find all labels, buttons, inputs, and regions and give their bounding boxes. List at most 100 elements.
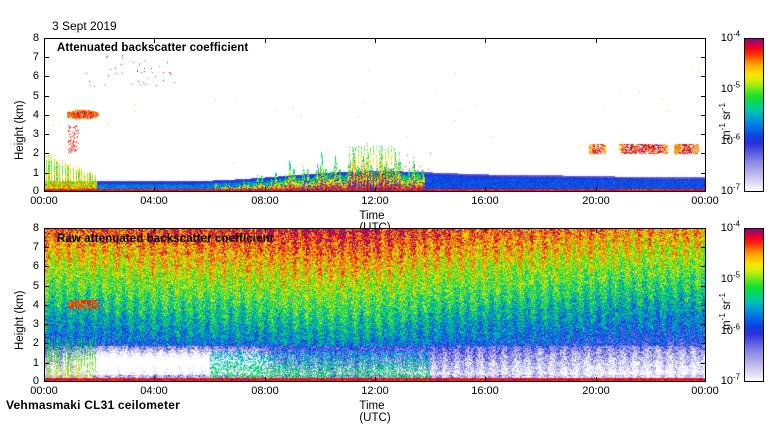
xtick-label-3: 12:00 — [361, 195, 389, 207]
ytick-label-3: 3 — [32, 128, 39, 140]
heatmap-canvas-attenuated — [45, 39, 705, 191]
xtick-mark — [154, 377, 155, 382]
xtick-mark-top — [596, 228, 597, 233]
ytick-mark — [44, 228, 49, 229]
ytick-mark-right — [701, 76, 706, 77]
ytick-label-8: 8 — [32, 32, 39, 44]
ytick-mark-right — [701, 381, 706, 382]
xtick-mark-top — [375, 228, 376, 233]
xtick-label-1: 04:00 — [140, 385, 168, 397]
ytick-label-1: 1 — [32, 357, 39, 369]
xtick-mark-top — [485, 38, 486, 43]
xtick-mark-top — [154, 228, 155, 233]
colorbar-tick-label-1: 10-5 — [720, 270, 740, 285]
ytick-label-6: 6 — [32, 70, 39, 82]
ytick-mark-right — [701, 324, 706, 325]
ytick-mark-right — [701, 247, 706, 248]
xtick-mark — [44, 187, 45, 192]
xtick-label-2: 08:00 — [251, 385, 279, 397]
ytick-mark — [44, 96, 49, 97]
ytick-mark — [44, 381, 49, 382]
xtick-mark — [154, 187, 155, 192]
xtick-mark — [485, 187, 486, 192]
xtick-mark-top — [485, 228, 486, 233]
ytick-mark — [44, 266, 49, 267]
ytick-label-5: 5 — [32, 280, 39, 292]
date-label: 3 Sept 2019 — [52, 19, 117, 33]
xtick-mark-top — [265, 38, 266, 43]
xtick-mark-top — [596, 38, 597, 43]
xtick-label-3: 12:00 — [361, 385, 389, 397]
xtick-mark — [265, 377, 266, 382]
ytick-label-2: 2 — [32, 147, 39, 159]
xtick-mark-top — [705, 228, 706, 233]
ytick-mark-right — [701, 153, 706, 154]
instrument-footer-label: Vehmasmaki CL31 ceilometer — [6, 398, 180, 412]
xtick-label-2: 08:00 — [251, 195, 279, 207]
xtick-mark-top — [375, 38, 376, 43]
plot-area-raw — [44, 228, 706, 382]
xtick-label-5: 20:00 — [582, 385, 610, 397]
xtick-label-5: 20:00 — [582, 195, 610, 207]
ytick-mark-right — [701, 266, 706, 267]
xtick-mark — [705, 187, 706, 192]
ytick-mark — [44, 343, 49, 344]
ytick-mark-right — [701, 57, 706, 58]
ytick-mark-right — [701, 96, 706, 97]
xaxis-title-raw: Time (UTC) — [359, 400, 391, 424]
ytick-label-2: 2 — [32, 337, 39, 349]
xtick-mark — [265, 187, 266, 192]
colorbar-raw — [744, 228, 764, 382]
ytick-label-4: 4 — [32, 109, 39, 121]
xtick-mark — [375, 187, 376, 192]
ytick-label-0: 0 — [32, 185, 39, 197]
ytick-label-6: 6 — [32, 260, 39, 272]
ytick-mark-right — [701, 134, 706, 135]
colorbar-tick-label-3: 10-7 — [720, 182, 740, 197]
ytick-label-7: 7 — [32, 241, 39, 253]
colorbar-tick-label-2: 10-6 — [720, 322, 740, 337]
ytick-label-4: 4 — [32, 299, 39, 311]
xtick-mark — [705, 377, 706, 382]
xtick-mark-top — [154, 38, 155, 43]
ytick-mark — [44, 57, 49, 58]
ytick-mark — [44, 286, 49, 287]
heatmap-canvas-raw — [45, 229, 705, 381]
ytick-mark-right — [701, 191, 706, 192]
ytick-mark-right — [701, 115, 706, 116]
ytick-mark — [44, 247, 49, 248]
xtick-mark — [375, 377, 376, 382]
ytick-label-3: 3 — [32, 318, 39, 330]
colorbar-tick-label-2: 10-6 — [720, 132, 740, 147]
ytick-mark-right — [701, 173, 706, 174]
ytick-mark — [44, 324, 49, 325]
colorbar-tick-label-0: 10-4 — [720, 29, 740, 44]
ytick-mark — [44, 363, 49, 364]
colorbar-tick-label-1: 10-5 — [720, 80, 740, 95]
ytick-mark — [44, 305, 49, 306]
ytick-mark-right — [701, 363, 706, 364]
ytick-label-5: 5 — [32, 90, 39, 102]
ytick-mark — [44, 153, 49, 154]
ytick-mark — [44, 191, 49, 192]
ytick-mark — [44, 38, 49, 39]
ytick-mark — [44, 76, 49, 77]
ytick-mark-right — [701, 343, 706, 344]
xtick-mark-top — [265, 228, 266, 233]
panel-title-raw: Raw attenuated backscatter coefficient — [57, 233, 274, 245]
ytick-mark-right — [701, 286, 706, 287]
xtick-mark — [596, 377, 597, 382]
colorbar-attenuated — [744, 38, 764, 192]
colorbar-tick-label-3: 10-7 — [720, 372, 740, 387]
xtick-label-4: 16:00 — [471, 385, 499, 397]
ytick-label-0: 0 — [32, 375, 39, 387]
xtick-mark-top — [705, 38, 706, 43]
ytick-label-7: 7 — [32, 51, 39, 63]
xtick-label-1: 04:00 — [140, 195, 168, 207]
xtick-mark — [596, 187, 597, 192]
xtick-label-6: 00:00 — [691, 385, 719, 397]
xtick-label-4: 16:00 — [471, 195, 499, 207]
panel-title-attenuated: Attenuated backscatter coefficient — [57, 42, 249, 54]
ytick-label-8: 8 — [32, 222, 39, 234]
